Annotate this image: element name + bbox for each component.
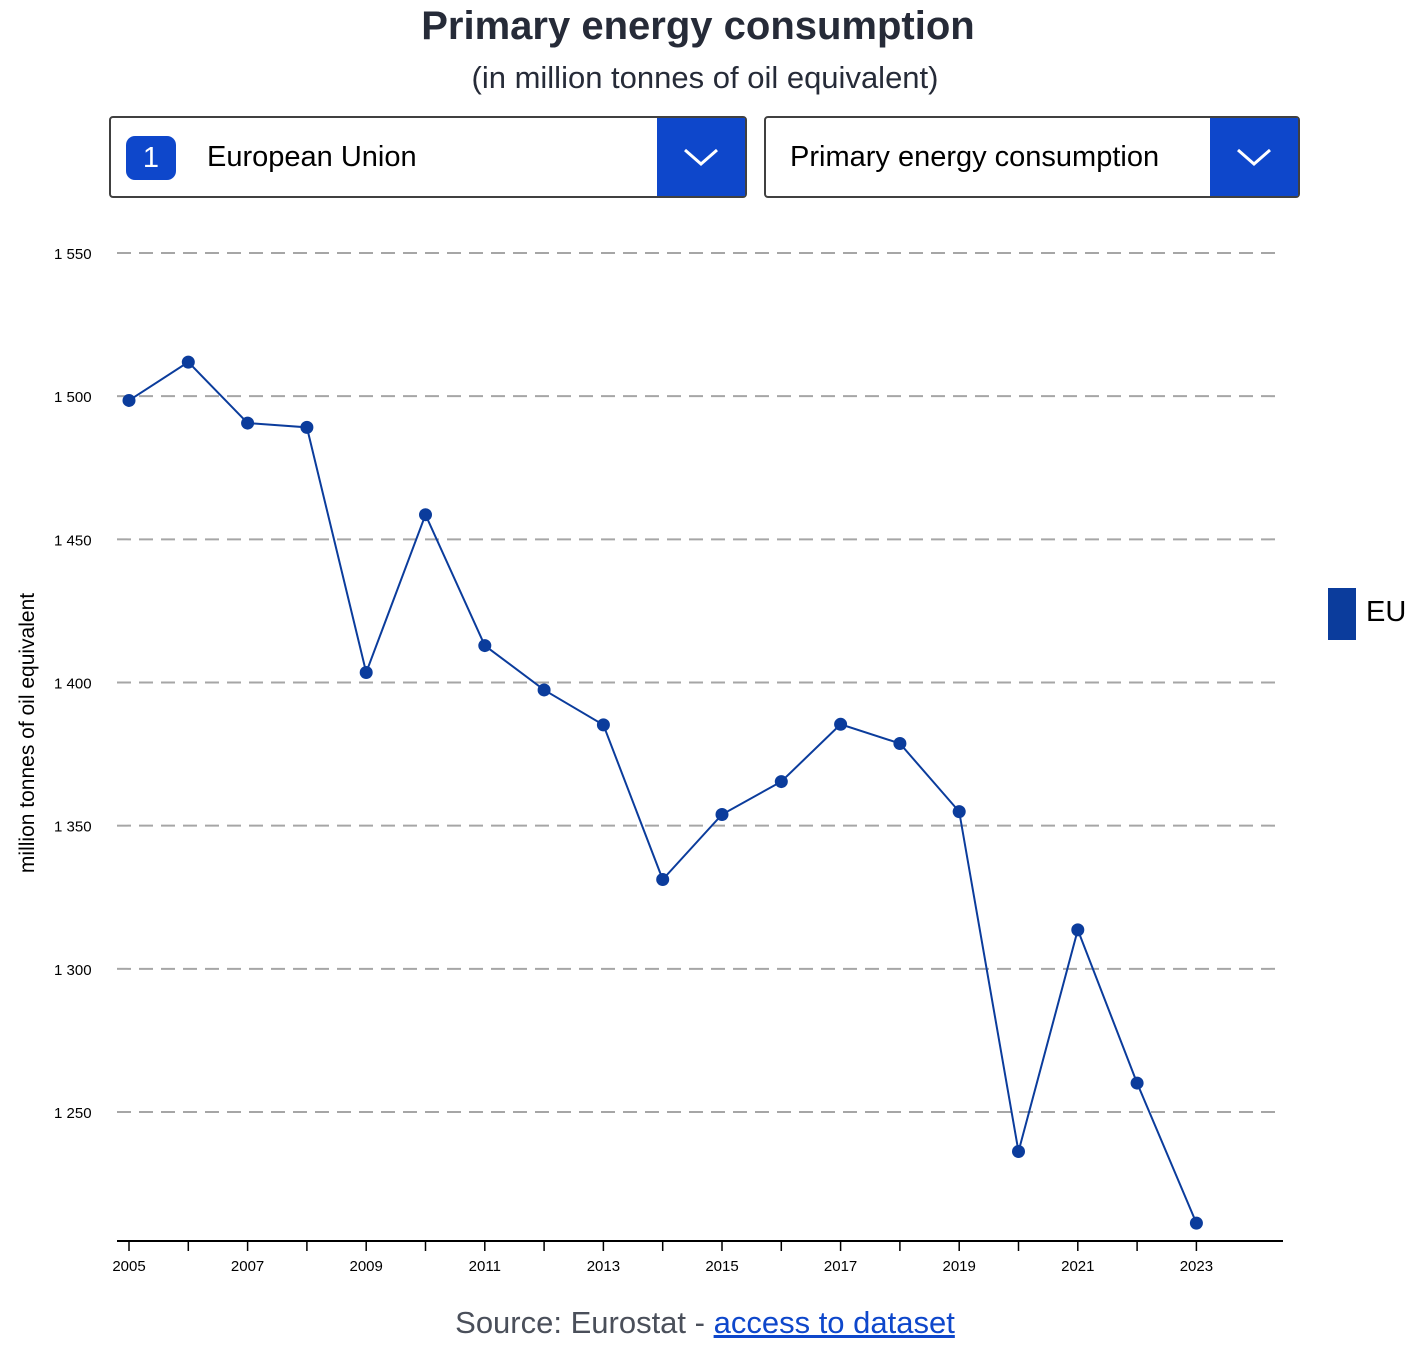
- country-dropdown-value: European Union: [207, 141, 417, 173]
- y-tick-label: 1 250: [54, 1105, 92, 1122]
- data-point[interactable]: [656, 872, 670, 886]
- data-point[interactable]: [122, 393, 136, 407]
- data-point[interactable]: [1012, 1145, 1025, 1159]
- selected-count-badge: 1: [126, 136, 176, 180]
- x-tick-label: 2009: [350, 1258, 383, 1275]
- chevron-down-icon: [684, 148, 718, 166]
- indicator-dropdown[interactable]: Primary energy consumption: [764, 116, 1300, 198]
- country-dropdown[interactable]: 1 European Union: [109, 116, 747, 198]
- x-tick-label: 2011: [469, 1258, 501, 1275]
- page-title: Primary energy consumption: [421, 4, 975, 48]
- country-dropdown-toggle[interactable]: [657, 118, 745, 196]
- x-tick-label: 2021: [1061, 1258, 1094, 1275]
- data-point[interactable]: [596, 718, 610, 732]
- source-note: Source: Eurostat - access to dataset: [0, 1305, 1410, 1341]
- y-tick-label: 1 400: [54, 676, 92, 693]
- x-tick-label: 2015: [705, 1258, 738, 1275]
- series-line: [128, 360, 1198, 1224]
- legend-swatch-eu[interactable]: [1328, 588, 1356, 640]
- data-point[interactable]: [1071, 923, 1085, 937]
- y-axis-ticks: 1 250 1 300 1 350 1 400 1 450 1 500 1 550: [54, 246, 92, 1122]
- data-point[interactable]: [359, 665, 373, 679]
- grid-lines: [117, 252, 1283, 1113]
- x-axis: 2005 2007 2009 2011 2013 2015 2017 2019 2021 2023: [112, 1240, 1283, 1275]
- data-point[interactable]: [419, 508, 432, 522]
- x-tick-label: 2013: [587, 1258, 620, 1275]
- x-tick-label: 2007: [231, 1258, 264, 1275]
- page-subtitle: (in million tonnes of oil equivalent): [471, 60, 939, 95]
- data-point[interactable]: [834, 717, 848, 731]
- data-point[interactable]: [478, 639, 492, 653]
- series-eu: [122, 355, 1203, 1230]
- x-tick-label: 2023: [1180, 1258, 1213, 1275]
- data-point[interactable]: [1189, 1216, 1203, 1230]
- data-point[interactable]: [181, 355, 195, 369]
- data-point[interactable]: [537, 683, 551, 697]
- y-tick-label: 1 450: [54, 532, 92, 549]
- data-point[interactable]: [715, 807, 729, 821]
- source-prefix: Source: Eurostat -: [455, 1305, 714, 1340]
- dataset-link[interactable]: access to dataset: [713, 1305, 955, 1340]
- y-tick-label: 1 300: [54, 962, 92, 979]
- y-axis-label: million tonnes of oil equivalent: [16, 593, 39, 873]
- data-point[interactable]: [774, 775, 788, 789]
- data-point[interactable]: [952, 805, 966, 819]
- y-tick-label: 1 500: [54, 389, 92, 406]
- indicator-dropdown-toggle[interactable]: [1210, 118, 1298, 196]
- x-tick-label: 2019: [943, 1258, 976, 1275]
- indicator-dropdown-value: Primary energy consumption: [790, 141, 1160, 173]
- x-tick-label: 2017: [824, 1258, 857, 1275]
- data-point[interactable]: [893, 736, 907, 750]
- data-point[interactable]: [241, 416, 255, 430]
- legend-label-eu[interactable]: EU: [1366, 596, 1407, 628]
- data-point[interactable]: [300, 420, 314, 434]
- chevron-down-icon: [1237, 148, 1271, 166]
- x-tick-label: 2005: [112, 1258, 145, 1275]
- y-tick-label: 1 550: [54, 246, 92, 263]
- y-tick-label: 1 350: [54, 819, 92, 836]
- data-point[interactable]: [1130, 1076, 1144, 1090]
